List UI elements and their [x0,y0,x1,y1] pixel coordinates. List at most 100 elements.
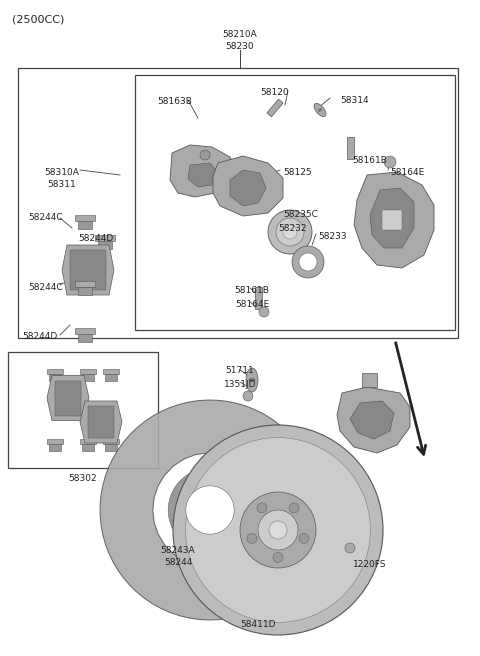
Polygon shape [47,369,63,374]
Polygon shape [62,245,114,295]
Polygon shape [170,145,235,197]
Polygon shape [78,334,92,342]
Text: 58302: 58302 [69,474,97,483]
Polygon shape [83,374,94,381]
Circle shape [247,533,257,543]
Ellipse shape [261,172,269,184]
Circle shape [258,510,298,550]
Text: 58310A: 58310A [45,168,79,177]
Circle shape [243,391,253,401]
Text: 58230: 58230 [226,42,254,51]
Text: 58164E: 58164E [235,300,269,309]
Text: 58243A: 58243A [161,546,195,555]
Circle shape [269,521,287,539]
Text: 58411D: 58411D [240,620,276,629]
Ellipse shape [318,108,322,112]
Polygon shape [106,444,117,451]
Text: 1351JD: 1351JD [224,380,256,389]
Polygon shape [382,210,402,230]
Polygon shape [75,328,95,334]
Circle shape [276,218,304,246]
Circle shape [259,307,269,317]
Circle shape [283,225,297,239]
Ellipse shape [263,177,267,179]
Polygon shape [80,369,96,374]
Ellipse shape [314,104,326,117]
Polygon shape [75,215,95,220]
Polygon shape [49,374,60,381]
Text: 51711: 51711 [226,366,254,375]
Circle shape [257,503,267,513]
Text: 58244D: 58244D [78,234,113,243]
Text: 58235C: 58235C [283,210,318,219]
Circle shape [384,156,396,168]
Text: (2500CC): (2500CC) [12,14,64,24]
Circle shape [173,425,383,635]
Polygon shape [83,444,94,451]
Text: 58233: 58233 [318,232,347,241]
Polygon shape [103,369,119,374]
Circle shape [200,150,210,160]
Circle shape [186,486,234,534]
Polygon shape [354,172,434,268]
Polygon shape [55,380,81,415]
Polygon shape [78,287,92,295]
Polygon shape [47,439,63,444]
Polygon shape [337,387,410,453]
Bar [8,352,158,468]
Polygon shape [188,163,218,187]
Text: 58244C: 58244C [28,213,62,222]
Polygon shape [100,400,305,620]
Circle shape [177,477,243,543]
Circle shape [186,486,234,534]
Circle shape [345,543,355,553]
Text: 58120: 58120 [261,88,289,97]
Text: 58244C: 58244C [28,283,62,292]
Circle shape [268,210,312,254]
Circle shape [292,246,324,278]
Text: 58161B: 58161B [235,286,269,295]
Polygon shape [106,374,117,381]
Polygon shape [213,156,283,216]
Polygon shape [254,287,262,309]
Polygon shape [98,241,112,249]
Polygon shape [47,375,89,420]
Polygon shape [350,401,394,439]
Bar [135,75,455,330]
Polygon shape [80,439,96,444]
Text: 58314: 58314 [340,96,369,105]
Circle shape [299,533,309,543]
Text: 1220FS: 1220FS [353,560,387,569]
Text: 58311: 58311 [48,180,76,189]
Circle shape [168,468,252,552]
Polygon shape [267,99,283,117]
Text: 58244D: 58244D [22,332,57,341]
Bar [18,68,458,338]
Polygon shape [70,250,106,290]
Polygon shape [370,188,414,248]
Text: 58164E: 58164E [390,168,424,177]
Polygon shape [88,406,114,438]
Circle shape [273,552,283,562]
Polygon shape [75,281,95,287]
Text: 58163B: 58163B [157,97,192,106]
Text: 58244: 58244 [164,558,192,567]
Polygon shape [230,170,266,206]
Text: 58161B: 58161B [352,156,387,165]
Polygon shape [49,444,60,451]
Polygon shape [103,439,119,444]
Polygon shape [80,401,122,443]
Circle shape [186,438,371,623]
Polygon shape [362,373,377,387]
Polygon shape [347,137,353,159]
Polygon shape [78,220,92,229]
Text: 58125: 58125 [283,168,312,177]
Circle shape [299,253,317,271]
Ellipse shape [246,368,258,392]
Polygon shape [95,235,115,241]
Text: 58210A: 58210A [223,30,257,39]
Ellipse shape [249,379,255,382]
Text: 58232: 58232 [278,224,307,233]
Circle shape [289,503,299,513]
Circle shape [240,492,316,568]
